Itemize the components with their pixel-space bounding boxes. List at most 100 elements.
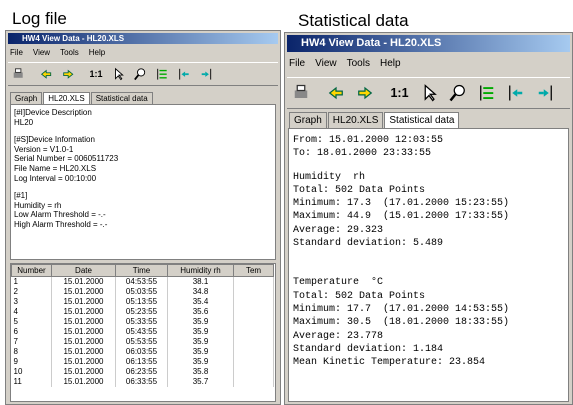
- menu-item[interactable]: View: [32, 48, 51, 57]
- table-row: 2 15.01.2000 05:03:55 34.8: [11, 287, 274, 297]
- table-cell: 1: [11, 276, 52, 287]
- text-line: Minimum: 17.3 (17.01.2000 15:23:55): [293, 198, 510, 210]
- table-row: 9 15.01.2000 06:13:55 35.9: [11, 357, 274, 367]
- text-line: Serial Number = 0060511723: [14, 154, 119, 164]
- tool-button[interactable]: [415, 79, 442, 107]
- tool-button[interactable]: [152, 64, 172, 84]
- table-cell: 15.01.2000: [51, 357, 116, 367]
- tool-button[interactable]: [36, 64, 56, 84]
- tab[interactable]: HL20.XLS: [327, 112, 384, 128]
- tab[interactable]: HL20.XLS: [43, 92, 90, 104]
- text-line: File Name = HL20.XLS: [14, 163, 97, 173]
- menu-item[interactable]: Help: [379, 58, 401, 69]
- tool-button[interactable]: [174, 64, 194, 84]
- tool-button[interactable]: 1:1: [86, 64, 106, 84]
- tab[interactable]: Statistical data: [90, 92, 153, 104]
- tool-button[interactable]: [502, 79, 529, 107]
- table-cell: 04:53:55: [115, 276, 168, 287]
- table-cell: 05:03:55: [115, 287, 168, 297]
- table-cell: 05:13:55: [115, 297, 168, 307]
- tool-button[interactable]: [473, 79, 500, 107]
- tool-button[interactable]: [351, 79, 378, 107]
- menu-item[interactable]: Tools: [60, 48, 79, 57]
- icon: [479, 85, 493, 101]
- table-row: 6 15.01.2000 05:43:55 35.9: [11, 327, 274, 337]
- title-bar: HW4 View Data - HL20.XLS: [8, 33, 278, 44]
- text-block: [#1] Humidity = rh Low Alarm Threshold = -…: [14, 191, 272, 229]
- tab[interactable]: Graph: [289, 112, 327, 128]
- table-cell-empty: [233, 367, 274, 377]
- menu-item[interactable]: View: [315, 58, 337, 69]
- table-cell: 5: [11, 317, 52, 327]
- stats-text: From: 15.01.2000 12:03:55 To: 18.01.2000 …: [288, 128, 569, 402]
- column-header: Date: [51, 264, 116, 277]
- table-cell: 15.01.2000: [51, 297, 116, 307]
- menu-item[interactable]: Tools: [346, 58, 370, 69]
- text-block: Temperature °C Total: 502 Data Points Mini…: [293, 276, 564, 369]
- icon: [13, 68, 23, 78]
- table-cell: 35.9: [167, 337, 234, 347]
- table-cell: 06:23:55: [115, 367, 168, 377]
- tool-button[interactable]: [58, 64, 78, 84]
- text-block: [#S]Device Information Version = V1.0-1 Se…: [14, 135, 272, 183]
- menu-bar: File View Tools Help: [10, 48, 115, 57]
- text-line: High Alarm Threshold = -.-: [14, 219, 108, 229]
- table-cell: 06:13:55: [115, 357, 168, 367]
- table-cell: 6: [11, 327, 52, 337]
- column-header: Tem: [233, 264, 274, 277]
- toolbar: 1:1: [287, 77, 570, 109]
- table-cell: 15.01.2000: [51, 307, 116, 317]
- tab[interactable]: Graph: [10, 92, 43, 104]
- tool-button[interactable]: [444, 79, 471, 107]
- tab[interactable]: Statistical data: [384, 112, 460, 128]
- tool-button[interactable]: 1:1: [386, 79, 413, 107]
- text-line: Average: 23.778: [293, 330, 384, 342]
- table-row: 3 15.01.2000 05:13:55 35.4: [11, 297, 274, 307]
- tool-button[interactable]: [322, 79, 349, 107]
- menu-item[interactable]: File: [289, 58, 306, 69]
- table-cell: 15.01.2000: [51, 287, 116, 297]
- table-cell: 15.01.2000: [51, 317, 116, 327]
- menu-bar: File View Tools Help: [289, 58, 411, 69]
- text-line: Minimum: 17.7 (17.01.2000 14:53:55): [293, 303, 510, 315]
- table-panel: Number Date Time Humidity rh Tem 1 15.01.2000 0…: [10, 263, 276, 402]
- table-cell: 15.01.2000: [51, 377, 116, 387]
- table-cell: 9: [11, 357, 52, 367]
- tool-button[interactable]: [287, 79, 314, 107]
- text-line: Standard deviation: 1.184: [293, 343, 444, 355]
- table-cell: 2: [11, 287, 52, 297]
- icon: [40, 69, 51, 79]
- icon: [508, 85, 522, 101]
- icon: [538, 85, 552, 101]
- menu-item[interactable]: File: [10, 48, 23, 57]
- table-cell-empty: [233, 287, 274, 297]
- tool-button[interactable]: [196, 64, 216, 84]
- table-cell: 06:33:55: [115, 377, 168, 387]
- icon: [63, 69, 74, 79]
- tool-button[interactable]: [130, 64, 150, 84]
- table-cell-empty: [233, 377, 274, 387]
- title-bar: HW4 View Data - HL20.XLS: [287, 35, 570, 52]
- text-line: Mean Kinetic Temperature: 23.854: [293, 357, 486, 369]
- text-line: Low Alarm Threshold = -.-: [14, 210, 106, 220]
- table-cell-empty: [233, 297, 274, 307]
- column-header: Time: [115, 264, 168, 277]
- icon: [133, 68, 145, 80]
- data-table: Number Date Time Humidity rh Tem 1 15.01.2000 0…: [11, 264, 274, 387]
- table-cell: 15.01.2000: [51, 327, 116, 337]
- menu-item[interactable]: Help: [88, 48, 106, 57]
- tool-button[interactable]: [108, 64, 128, 84]
- table-cell: 15.01.2000: [51, 276, 116, 287]
- toolbar: 1:1: [8, 62, 278, 86]
- table-cell: 05:23:55: [115, 307, 168, 317]
- tool-button[interactable]: [8, 64, 28, 84]
- table-row: 4 15.01.2000 05:23:55 35.6: [11, 307, 274, 317]
- text-line: Maximum: 44.9 (15.01.2000 17:33:55): [293, 211, 510, 223]
- icon: [179, 68, 189, 80]
- table-cell: 34.8: [167, 287, 234, 297]
- text-line: Humidity rh: [293, 171, 366, 183]
- icon: [114, 67, 124, 81]
- tool-button[interactable]: [531, 79, 558, 107]
- table-cell-empty: [233, 337, 274, 347]
- icon: [157, 68, 167, 80]
